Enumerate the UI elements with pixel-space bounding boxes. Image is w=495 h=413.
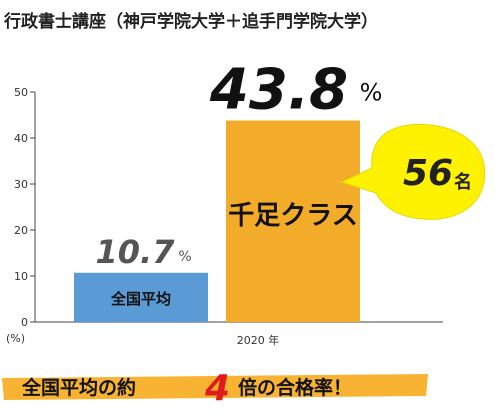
y-tick-label: 50 [14, 86, 28, 99]
class-count-callout: 56 名 [340, 123, 486, 220]
bar-value-label: 43.8 [209, 58, 348, 123]
y-axis-unit-label: (%) [6, 332, 25, 345]
banner-multiplier: 4 [204, 368, 230, 409]
bar-category-label: 全国平均 [110, 290, 171, 308]
bar-value-unit: % [178, 249, 191, 265]
y-tick-label: 30 [14, 178, 28, 191]
banner-background [2, 374, 428, 400]
callout-bubble-shape [340, 123, 486, 220]
callout-unit: 名 [454, 171, 472, 193]
y-tick-label: 40 [14, 132, 28, 145]
banner-prefix: 全国平均の約 [21, 376, 136, 399]
y-tick-label: 20 [14, 224, 28, 237]
callout-number: 56 [403, 153, 453, 194]
x-axis-label: 2020 年 [237, 333, 280, 347]
chart-title: 行政書士講座（神戸学院大学＋追手門学院大学） [3, 11, 378, 32]
bar-value-unit: % [360, 79, 383, 107]
bar-value-label: 10.7 [96, 233, 176, 271]
bottom-banner: 全国平均の約 4 倍の合格率！ [2, 368, 428, 409]
y-tick-label: 0 [21, 316, 28, 329]
banner-suffix: 倍の合格率！ [238, 376, 352, 399]
bar-category-label: 千足クラス [228, 201, 357, 231]
bar-class [226, 120, 360, 323]
y-ticks: 0 10 20 30 40 50 [14, 86, 35, 329]
y-tick-label: 10 [14, 270, 28, 283]
bar-national-average [74, 272, 208, 322]
bars: 全国平均 10.7 % 千足クラス 43.8% [74, 58, 383, 323]
